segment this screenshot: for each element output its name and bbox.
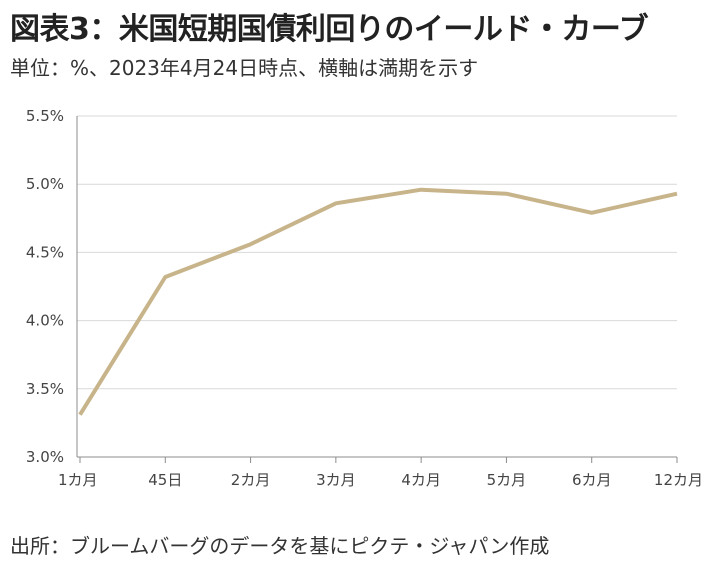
y-tick-label: 3.5%	[26, 380, 64, 398]
x-tick-label: 3カ月	[316, 471, 356, 489]
y-tick-label: 4.5%	[26, 243, 64, 261]
y-tick-label: 4.0%	[26, 312, 64, 330]
x-tick-label: 4カ月	[401, 471, 441, 489]
x-tick-label: 2カ月	[231, 471, 271, 489]
grid-layer	[77, 115, 677, 390]
y-tick-label: 5.5%	[26, 107, 64, 125]
x-tick-label: 6カ月	[572, 471, 612, 489]
y-tick-labels: 3.0% 3.5% 4.0% 4.5% 5.0% 5.5%	[26, 107, 64, 466]
chart-subtitle: 単位：%、2023年4月24日時点、横軸は満期を示す	[10, 56, 479, 80]
x-tick-label: 5カ月	[487, 471, 527, 489]
chart-source: 出所：ブルームバーグのデータを基にピクテ・ジャパン作成	[10, 534, 550, 558]
series-layer	[78, 187, 678, 416]
y-tick-label: 5.0%	[26, 175, 64, 193]
x-tick-label: 1カ月	[58, 471, 98, 489]
x-tick-label: 45日	[148, 471, 182, 489]
y-tick-label: 3.0%	[26, 448, 64, 466]
chart-title: 図表3：米国短期国債利回りのイールド・カーブ	[10, 12, 649, 47]
x-tick-label: 12カ月	[654, 471, 703, 489]
axis-layer	[76, 116, 678, 463]
series-line	[78, 187, 678, 416]
x-tick-labels: 1カ月 45日 2カ月 3カ月 4カ月 5カ月 6カ月 12カ月	[58, 471, 703, 489]
